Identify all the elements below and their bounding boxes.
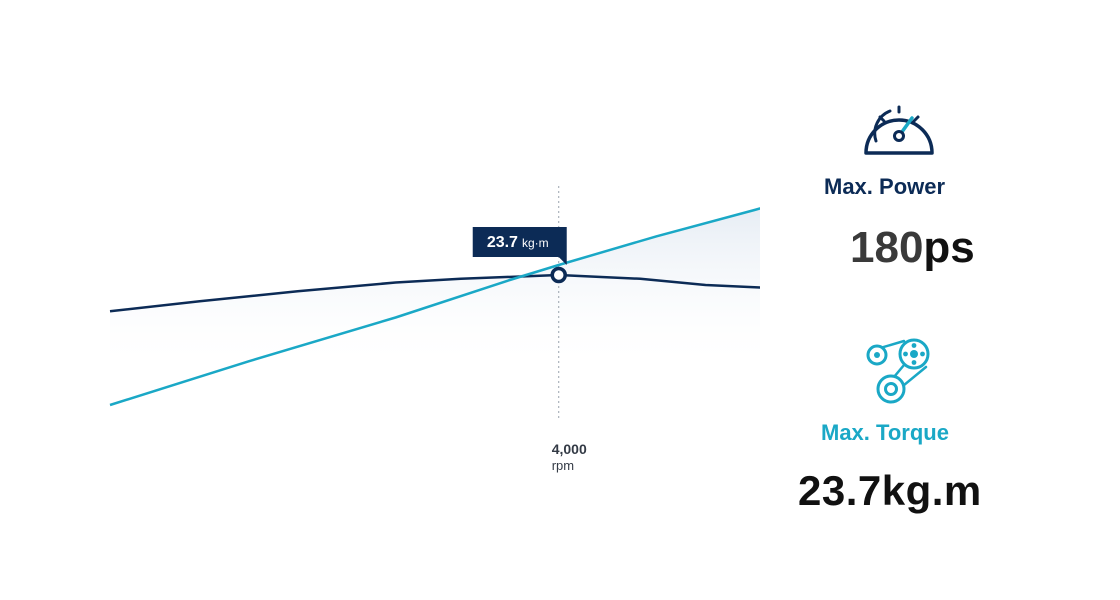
torque-curve (109, 273, 760, 313)
torque-peak-value: 23.7 (487, 234, 518, 251)
max-power-number: 180 (850, 223, 924, 272)
torque-peak-label: 23.7 kg·m (487, 234, 549, 251)
peak-markers-group (550, 266, 567, 284)
torque-peak-marker (550, 266, 567, 284)
max-power-unit: ps (923, 223, 975, 272)
max-torque-value: 23.7kg.m (798, 467, 982, 514)
x-tick-label-4000: 4,000 (552, 441, 587, 457)
torque-peak-unit: kg·m (522, 236, 549, 250)
max-power-value: 180ps (850, 226, 975, 270)
peak-callouts-group: 23.7kg·m180ps (472, 227, 567, 265)
x-tick-unit-4000: rpm (552, 458, 574, 473)
guide-lines-group (558, 186, 560, 420)
area-fill-group (110, 208, 760, 360)
area-under-curves (110, 208, 760, 360)
power-curve (109, 207, 760, 407)
max-power-title: Max. Power (824, 174, 946, 199)
torque-peak-callout (472, 227, 567, 265)
belt-pulley-icon (866, 338, 930, 404)
max-torque-title: Max. Torque (821, 420, 949, 445)
series-lines-group (109, 207, 760, 407)
speedometer-icon (864, 105, 934, 155)
